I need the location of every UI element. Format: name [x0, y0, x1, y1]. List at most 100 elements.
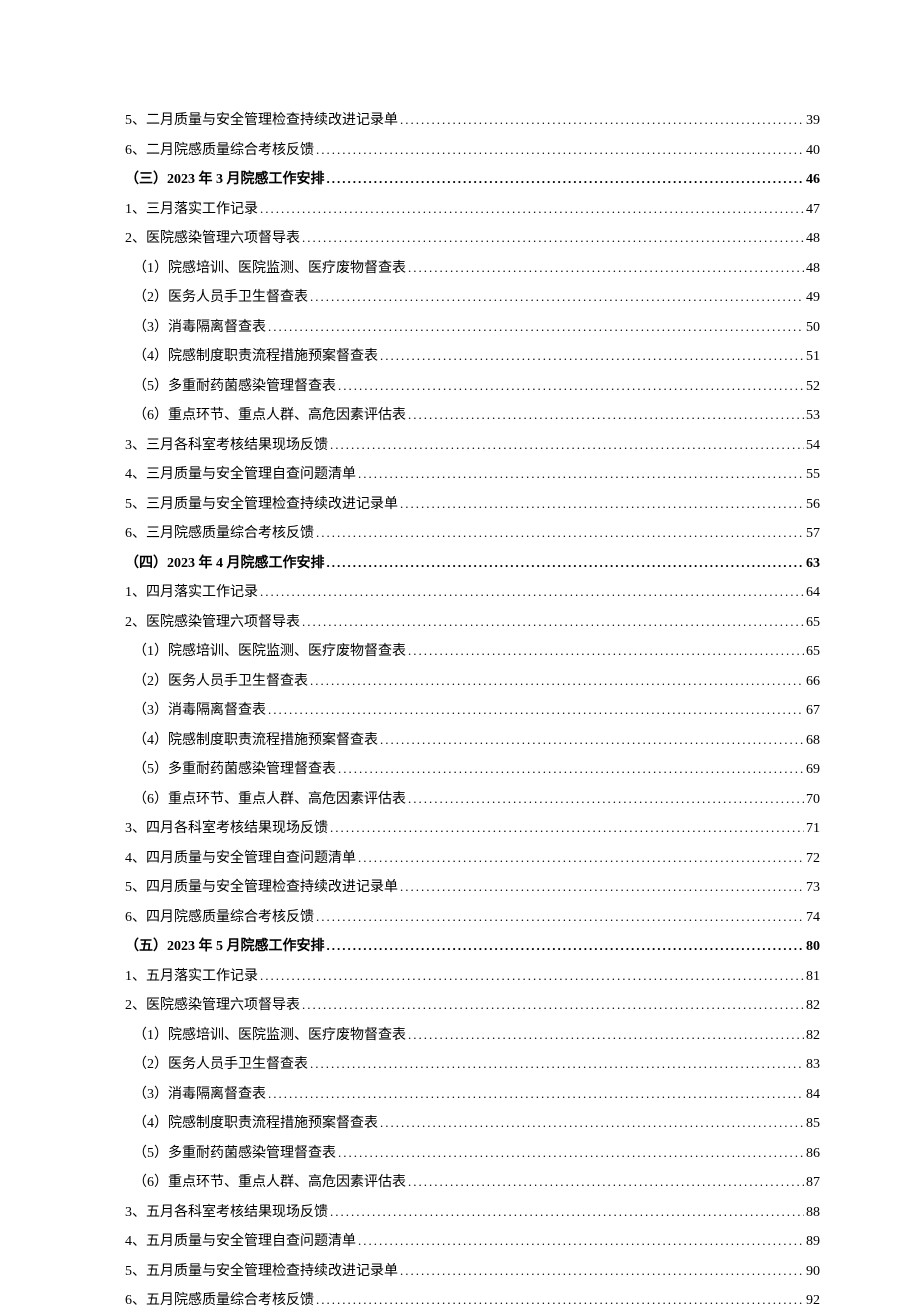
toc-page-number: 52	[804, 376, 820, 397]
toc-entry-label: 3、四月各科室考核结果现场反馈	[125, 818, 328, 839]
toc-entry: （1）院感培训、医院监测、医疗废物督查表 82	[125, 1025, 820, 1046]
toc-entry: 2、医院感染管理六项督导表 48	[125, 228, 820, 249]
toc-page-number: 70	[804, 789, 820, 810]
toc-entry: 5、二月质量与安全管理检查持续改进记录单39	[125, 110, 820, 131]
toc-page-number: 67	[804, 700, 820, 721]
toc-page-number: 51	[804, 346, 820, 367]
toc-entry-label: （6）重点环节、重点人群、高危因素评估表	[133, 1172, 406, 1193]
toc-entry-label: （4）院感制度职责流程措施预案督查表	[133, 346, 378, 367]
toc-dot-leader	[258, 966, 804, 986]
toc-dot-leader	[336, 1143, 804, 1163]
toc-entry-label: 6、二月院感质量综合考核反馈	[125, 140, 314, 161]
toc-entry-label: （5）多重耐药菌感染管理督查表	[133, 759, 336, 780]
toc-entry-label: 6、三月院感质量综合考核反馈	[125, 523, 314, 544]
toc-dot-leader	[406, 1025, 804, 1045]
toc-dot-leader	[308, 1054, 804, 1074]
toc-dot-leader	[398, 110, 804, 130]
toc-entry-label: （五）2023 年 5 月院感工作安排	[125, 936, 325, 957]
toc-dot-leader	[406, 405, 804, 425]
toc-entry: 2、医院感染管理六项督导表82	[125, 995, 820, 1016]
toc-entry-label: （3）消毒隔离督查表	[133, 317, 266, 338]
toc-dot-leader	[328, 435, 804, 455]
toc-dot-leader	[356, 464, 804, 484]
toc-entry-label: （1）院感培训、医院监测、医疗废物督查表	[133, 641, 406, 662]
toc-page-number: 40	[804, 140, 820, 161]
toc-entry: （四）2023 年 4 月院感工作安排63	[125, 553, 820, 574]
toc-entry: 4、五月质量与安全管理自查问题清单 89	[125, 1231, 820, 1252]
toc-page-number: 49	[804, 287, 820, 308]
toc-entry: （1）院感培训、医院监测、医疗废物督查表 65	[125, 641, 820, 662]
toc-dot-leader	[406, 1172, 804, 1192]
toc-entry-label: 2、医院感染管理六项督导表	[125, 995, 300, 1016]
toc-entry-label: 1、三月落实工作记录	[125, 199, 258, 220]
toc-entry-label: 2、医院感染管理六项督导表	[125, 228, 300, 249]
toc-entry-label: （3）消毒隔离督查表	[133, 700, 266, 721]
toc-page-number: 53	[804, 405, 820, 426]
toc-dot-leader	[300, 995, 804, 1015]
toc-page-number: 50	[804, 317, 820, 338]
toc-page-number: 89	[804, 1231, 820, 1252]
toc-entry-label: 4、三月质量与安全管理自查问题清单	[125, 464, 356, 485]
toc-page-number: 72	[804, 848, 820, 869]
toc-dot-leader	[398, 494, 804, 514]
toc-entry-label: （4）院感制度职责流程措施预案督查表	[133, 730, 378, 751]
toc-entry: （5）多重耐药菌感染管理督查表 86	[125, 1143, 820, 1164]
toc-dot-leader	[398, 1261, 804, 1281]
toc-dot-leader	[266, 317, 804, 337]
toc-entry-label: 4、五月质量与安全管理自查问题清单	[125, 1231, 356, 1252]
toc-dot-leader	[406, 789, 804, 809]
toc-entry: 3、四月各科室考核结果现场反馈 71	[125, 818, 820, 839]
toc-entry: （6）重点环节、重点人群、高危因素评估表70	[125, 789, 820, 810]
toc-entry-label: （5）多重耐药菌感染管理督查表	[133, 1143, 336, 1164]
toc-entry-label: （2）医务人员手卫生督查表	[133, 671, 308, 692]
toc-dot-leader	[356, 848, 804, 868]
toc-page-number: 57	[804, 523, 820, 544]
toc-entry-label: 3、五月各科室考核结果现场反馈	[125, 1202, 328, 1223]
toc-entry-label: （2）医务人员手卫生督查表	[133, 1054, 308, 1075]
toc-dot-leader	[378, 730, 804, 750]
toc-entry: 5、三月质量与安全管理检查持续改进记录单56	[125, 494, 820, 515]
toc-entry: 4、三月质量与安全管理自查问题清单55	[125, 464, 820, 485]
toc-dot-leader	[325, 936, 805, 956]
toc-entry: 1、三月落实工作记录47	[125, 199, 820, 220]
toc-dot-leader	[406, 258, 804, 278]
toc-page-number: 82	[804, 1025, 820, 1046]
toc-dot-leader	[258, 199, 804, 219]
toc-dot-leader	[308, 671, 804, 691]
toc-dot-leader	[300, 228, 804, 248]
toc-entry-label: （6）重点环节、重点人群、高危因素评估表	[133, 405, 406, 426]
table-of-contents: 5、二月质量与安全管理检查持续改进记录单39 6、二月院感质量综合考核反馈 40 （三…	[125, 110, 820, 1311]
toc-entry: 1、五月落实工作记录81	[125, 966, 820, 987]
toc-entry: （3）消毒隔离督查表 50	[125, 317, 820, 338]
toc-entry-label: 5、二月质量与安全管理检查持续改进记录单	[125, 110, 398, 131]
toc-page-number: 71	[804, 818, 820, 839]
toc-page-number: 65	[804, 641, 820, 662]
toc-dot-leader	[314, 523, 804, 543]
toc-entry-label: 6、四月院感质量综合考核反馈	[125, 907, 314, 928]
toc-dot-leader	[325, 169, 805, 189]
toc-entry-label: （3）消毒隔离督查表	[133, 1084, 266, 1105]
toc-entry: （5）多重耐药菌感染管理督查表52	[125, 376, 820, 397]
toc-page-number: 48	[804, 228, 820, 249]
toc-dot-leader	[308, 287, 804, 307]
toc-entry: 4、四月质量与安全管理自查问题清单72	[125, 848, 820, 869]
toc-entry: （4）院感制度职责流程措施预案督查表68	[125, 730, 820, 751]
toc-entry: 3、五月各科室考核结果现场反馈88	[125, 1202, 820, 1223]
toc-entry: （3）消毒隔离督查表 84	[125, 1084, 820, 1105]
toc-dot-leader	[398, 877, 804, 897]
toc-entry: （三）2023 年 3 月院感工作安排46	[125, 169, 820, 190]
toc-entry: （5）多重耐药菌感染管理督查表69	[125, 759, 820, 780]
toc-dot-leader	[336, 759, 804, 779]
toc-entry: 6、三月院感质量综合考核反馈 57	[125, 523, 820, 544]
toc-dot-leader	[378, 346, 804, 366]
toc-entry: 6、四月院感质量综合考核反馈74	[125, 907, 820, 928]
toc-entry: 3、三月各科室考核结果现场反馈54	[125, 435, 820, 456]
toc-entry: （2）医务人员手卫生督查表66	[125, 671, 820, 692]
toc-entry-label: （1）院感培训、医院监测、医疗废物督查表	[133, 1025, 406, 1046]
toc-page-number: 63	[804, 553, 820, 574]
toc-page-number: 84	[804, 1084, 820, 1105]
toc-entry: （2）医务人员手卫生督查表83	[125, 1054, 820, 1075]
toc-page-number: 86	[804, 1143, 820, 1164]
toc-page-number: 73	[804, 877, 820, 898]
toc-dot-leader	[266, 700, 804, 720]
